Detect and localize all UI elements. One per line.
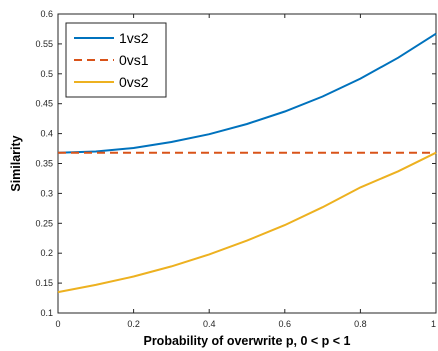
y-tick-label: 0.4 xyxy=(40,129,53,139)
legend-box xyxy=(65,22,167,98)
y-axis-label: Similarity xyxy=(9,135,23,191)
legend-label: 0vs1 xyxy=(119,52,149,68)
x-tick-label: 0.6 xyxy=(279,319,292,329)
series-line-0vs2 xyxy=(57,151,437,294)
y-axis: 0.1 0.15 0.2 0.25 0.3 0.35 0.4 0.45 0.5 0.55 0.6 xyxy=(35,9,436,318)
x-axis-label: Probability of overwrite p, 0 < p < 1 xyxy=(143,334,350,348)
y-tick-label: 0.3 xyxy=(40,188,53,198)
legend-label: 0vs2 xyxy=(119,74,149,90)
series-layer xyxy=(57,32,437,294)
y-tick-label: 0.6 xyxy=(40,9,53,19)
x-tick-label: 0.2 xyxy=(127,319,140,329)
x-tick-label: 1 xyxy=(431,319,436,329)
legend: 1vs2 0vs1 0vs2 xyxy=(65,22,167,98)
y-tick-label: 0.25 xyxy=(35,218,53,228)
y-tick-label: 0.2 xyxy=(40,248,53,258)
x-tick-label: 0.8 xyxy=(354,319,367,329)
x-tick-label: 0.4 xyxy=(203,319,216,329)
y-tick-label: 0.15 xyxy=(35,278,53,288)
legend-label: 1vs2 xyxy=(119,30,149,46)
y-tick-label: 0.1 xyxy=(40,308,53,318)
y-tick-label: 0.35 xyxy=(35,159,53,169)
x-axis: 0 0.2 0.4 0.6 0.8 1 xyxy=(55,14,437,329)
y-tick-label: 0.55 xyxy=(35,39,53,49)
y-tick-label: 0.5 xyxy=(40,69,53,79)
x-tick-label: 0 xyxy=(55,319,60,329)
series-line-1vs2 xyxy=(57,32,437,154)
y-tick-label: 0.45 xyxy=(35,99,53,109)
